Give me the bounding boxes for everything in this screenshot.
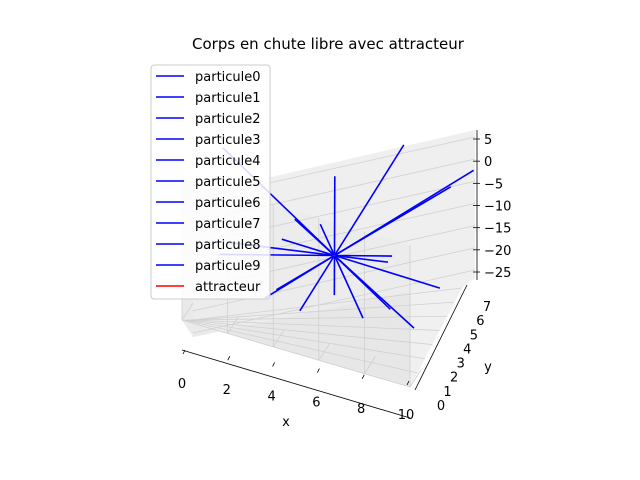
y-axis-label: y xyxy=(484,360,492,375)
x-floor-gridline xyxy=(409,369,422,388)
trajectory-particule3 xyxy=(334,254,441,289)
trajectory-overshoot-particule4 xyxy=(334,254,393,257)
legend-label-particule4: particule4 xyxy=(195,154,261,169)
x-tick-label: 2 xyxy=(223,383,231,398)
legend-label-particule1: particule1 xyxy=(195,91,261,106)
x-tick-label: 4 xyxy=(267,389,275,404)
axes xyxy=(181,130,478,419)
x-tick-label: 8 xyxy=(357,402,365,417)
legend-label-particule2: particule2 xyxy=(195,112,261,127)
z-tick-label: −15 xyxy=(484,222,511,237)
legend-label-particule5: particule5 xyxy=(195,175,261,190)
z-tick-label: 0 xyxy=(484,155,492,170)
grid xyxy=(181,136,476,388)
x-tick xyxy=(227,356,231,361)
x-tick-label: 10 xyxy=(398,408,415,423)
x-tick xyxy=(182,349,186,355)
trajectory-overshoot-particule6 xyxy=(319,223,336,256)
y-tick-label: 3 xyxy=(457,357,465,372)
y-tick-label: 4 xyxy=(463,342,471,357)
y-gridline xyxy=(192,287,463,321)
y-gridline xyxy=(189,315,448,321)
x-tick xyxy=(361,374,365,379)
legend-label-particule9: particule9 xyxy=(195,259,261,274)
x-axis-line xyxy=(181,349,411,419)
y-tick-label: 1 xyxy=(443,385,451,400)
x-tick xyxy=(406,380,410,386)
trajectory-overshoot-particule8 xyxy=(334,254,389,263)
z-tick-label: −20 xyxy=(484,244,511,259)
x-tick-label: 0 xyxy=(178,377,186,392)
x-floor-gridline xyxy=(181,302,194,321)
legend-label-attracteur: attracteur xyxy=(195,280,261,295)
z-tick-label: −5 xyxy=(484,177,503,192)
chart-title: Corps en chute libre avec attracteur xyxy=(192,35,465,53)
x-floor-gridline xyxy=(272,329,285,348)
y-tick-label: 6 xyxy=(476,314,484,329)
legend-label-particule3: particule3 xyxy=(195,133,261,148)
trajectory-overshoot-particule3 xyxy=(281,238,335,257)
trajectory-particule1 xyxy=(333,254,415,329)
z-tick-label: 5 xyxy=(484,133,492,148)
y-tick-label: 5 xyxy=(470,328,478,343)
trajectory-particule2 xyxy=(333,144,405,256)
z-tick-label: −25 xyxy=(484,266,511,281)
y-gridline xyxy=(183,319,418,374)
x-tick xyxy=(272,362,275,367)
trajectory-particule9 xyxy=(334,169,475,257)
x-floor-gridline xyxy=(364,356,376,374)
legend-label-particule6: particule6 xyxy=(195,196,261,211)
legend: particule0 particule1 particule2 particule3… xyxy=(150,64,271,300)
y-gridline xyxy=(188,319,440,331)
y-gridline xyxy=(185,319,425,360)
x-tick xyxy=(317,368,320,373)
pane-floor xyxy=(182,278,475,387)
trajectory-overshoot-particule2 xyxy=(299,255,336,312)
legend-label-particule7: particule7 xyxy=(195,217,261,232)
y-gridline xyxy=(181,319,411,388)
y-gridline xyxy=(186,319,433,345)
legend-label-particule0: particule0 xyxy=(195,70,261,85)
legend-label-particule8: particule8 xyxy=(195,238,261,253)
y-tick-label: 0 xyxy=(437,399,445,414)
trajectory-overshoot-particule1 xyxy=(294,218,336,257)
x-axis-label: x xyxy=(282,415,290,430)
x-tick-label: 6 xyxy=(312,396,320,411)
trajectory-particule6 xyxy=(333,255,364,319)
y-tick-label: 7 xyxy=(483,300,491,315)
y-gridline xyxy=(191,301,455,321)
attractor-point xyxy=(333,254,336,257)
legend-box xyxy=(150,64,271,300)
y-tick-label: 2 xyxy=(450,371,458,386)
y-axis-line xyxy=(414,284,468,391)
trajectory-overshoot-particule9 xyxy=(264,254,335,299)
z-tick-label: −10 xyxy=(484,200,511,215)
